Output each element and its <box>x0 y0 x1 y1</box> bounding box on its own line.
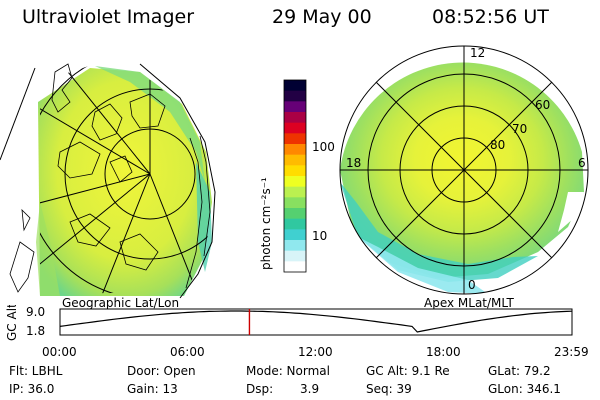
colorbar: photon cm⁻²s⁻¹ <box>259 79 307 273</box>
timeline-frame <box>59 308 573 336</box>
colorbar-segment <box>284 90 306 102</box>
colorbar-segment <box>284 197 306 209</box>
mlt-label-6: 6 <box>578 156 586 170</box>
coastline-outlines <box>9 63 211 293</box>
colorbar-segment <box>284 240 306 252</box>
colorbar-segment <box>284 218 306 230</box>
apex-label: Apex MLat/MLT <box>424 296 514 310</box>
time-tick-00: 00:00 <box>42 345 77 359</box>
colorbar-segment <box>284 250 306 262</box>
gc-alt-curve <box>59 310 573 333</box>
colorbar-segment <box>284 208 306 220</box>
colorbar-segment <box>284 229 306 241</box>
dsp-status-label: Dsp: <box>246 382 274 396</box>
colorbar-segment <box>284 80 306 92</box>
colorbar-segment <box>284 112 306 124</box>
colorbar-segment <box>284 144 306 156</box>
globe-limb <box>0 63 216 299</box>
time-label: 08:52:56 UT <box>432 6 549 28</box>
mlat-label-60: 60 <box>535 98 551 112</box>
mlt-label-0: 0 <box>468 278 476 292</box>
colorbar-tick-10: 10 <box>312 229 328 243</box>
gc-alt-tick-9: 9.0 <box>26 305 46 319</box>
glon-status: GLon: 346.1 <box>488 382 561 396</box>
colorbar-segment <box>284 122 306 134</box>
apex-polar-image <box>339 45 589 295</box>
gc-alt-status: GC Alt: 9.1 Re <box>366 364 450 378</box>
colorbar-segment <box>284 186 306 198</box>
colorbar-segment <box>284 176 306 188</box>
colorbar-unit-label: photon cm⁻²s⁻¹ <box>259 177 273 270</box>
colorbar-segment <box>284 154 306 166</box>
colorbar-segment <box>284 261 306 273</box>
ip-status: IP: 36.0 <box>9 382 55 396</box>
orbit-timeline: GC Alt <box>5 305 573 341</box>
time-tick-12: 12:00 <box>298 345 333 359</box>
mlt-label-12: 12 <box>470 46 486 60</box>
colorbar-tick-100: 100 <box>312 140 335 154</box>
mlat-mlt-grid <box>339 45 589 295</box>
dsp-status-value: 3.9 <box>300 382 320 396</box>
time-tick-18: 18:00 <box>426 345 461 359</box>
filter-status: Flt: LBHL <box>9 364 63 378</box>
time-tick-06: 06:00 <box>170 345 205 359</box>
door-status: Door: Open <box>127 364 196 378</box>
colorbar-segment <box>284 101 306 113</box>
colorbar-segment <box>284 133 306 145</box>
mlat-label-70: 70 <box>512 122 528 136</box>
geographic-label: Geographic Lat/Lon <box>62 296 180 310</box>
instrument-title: Ultraviolet Imager <box>22 6 195 28</box>
mlt-label-18: 18 <box>346 156 362 170</box>
geo-grid <box>40 64 212 294</box>
colorbar-gradient <box>284 80 306 273</box>
geographic-image <box>0 63 216 299</box>
colorbar-frame <box>283 79 307 273</box>
gc-alt-axis-label: GC Alt <box>5 305 19 341</box>
gc-alt-tick-1-8: 1.8 <box>26 324 46 338</box>
colorbar-segment <box>284 165 306 177</box>
time-tick-end: 23:59 <box>554 345 589 359</box>
seq-status: Seq: 39 <box>366 382 412 396</box>
mlat-label-80: 80 <box>490 138 506 152</box>
mode-status: Mode: Normal <box>246 364 330 378</box>
glat-status: GLat: 79.2 <box>488 364 551 378</box>
gain-status: Gain: 13 <box>127 382 178 396</box>
date-label: 29 May 00 <box>272 6 372 28</box>
